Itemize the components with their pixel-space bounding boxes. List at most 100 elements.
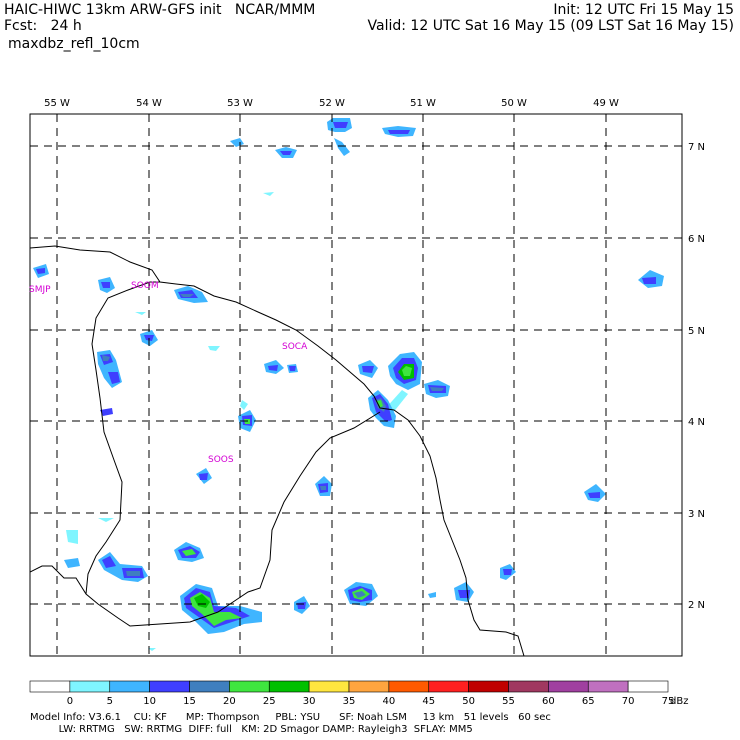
echo-cell (289, 366, 296, 371)
echo-cell (268, 365, 278, 371)
colorbar-tick-label: 60 (542, 696, 555, 707)
lon-label: 50 W (501, 98, 527, 109)
echo-cell (388, 130, 410, 134)
echo-cell (135, 312, 146, 315)
echo-cell (66, 530, 78, 544)
colorbar-tick-label: 15 (183, 696, 196, 707)
colorbar-cell (149, 680, 190, 693)
lon-label: 52 W (319, 98, 345, 109)
colorbar-tick-label: 70 (622, 696, 635, 707)
echo-cell (102, 556, 116, 568)
colorbar-cell (348, 680, 390, 693)
echo-cell (428, 592, 436, 598)
reflectivity-cells (33, 118, 664, 651)
colorbar-tick-label: 5 (107, 696, 113, 707)
echo-cell (182, 549, 196, 556)
colorbar-tick-label: 45 (422, 696, 435, 707)
colorbar-tick-label: 40 (383, 696, 396, 707)
valid-time: Valid: 12 UTC Sat 16 May 15 (09 LST Sat … (367, 18, 734, 34)
country-border (30, 411, 381, 627)
colorbar-tick-label: 55 (502, 696, 515, 707)
echo-cell (102, 355, 110, 361)
colorbar-tick-label: 10 (143, 696, 156, 707)
lat-label: 2 N (688, 600, 705, 611)
colorbar-tick-label: 25 (263, 696, 276, 707)
lat-label: 7 N (688, 142, 705, 153)
colorbar-tick-label: 20 (223, 696, 236, 707)
colorbar-cell (109, 680, 150, 693)
echo-cell (333, 122, 348, 128)
colorbar-cell (308, 680, 350, 693)
echo-cell (126, 571, 140, 576)
lat-label: 3 N (688, 509, 705, 520)
echo-cell (320, 486, 326, 490)
echo-cell (180, 294, 194, 297)
lat-label: 4 N (688, 417, 705, 428)
colorbar-cell (508, 680, 549, 693)
forecast-hour: Fcst: 24 h (4, 18, 82, 34)
colorbar-cell (587, 680, 629, 693)
echo-cell (430, 387, 444, 391)
echo-cell (280, 151, 292, 155)
colorbar-tick-label: 30 (303, 696, 316, 707)
colorbar-cell (189, 680, 230, 693)
map-frame (29, 113, 683, 657)
colorbar-cell (229, 680, 270, 693)
echo-cell (642, 277, 656, 284)
coastline (30, 245, 525, 656)
coastlines-borders (30, 245, 525, 656)
station-label: SOCA (282, 342, 308, 352)
station-label: SOOS (208, 455, 234, 465)
lon-label: 49 W (593, 98, 619, 109)
colorbar-tick-label: 75 (662, 696, 675, 707)
lat-lon-grid (30, 114, 682, 656)
colorbar-cell (627, 680, 669, 693)
echo-cell (100, 408, 113, 416)
echo-cell (588, 492, 600, 498)
station-label: SOOM (131, 281, 159, 291)
longitude-labels: 55 W 54 W 53 W 52 W 51 W 50 W 49 W (44, 98, 619, 109)
echo-cell (334, 138, 350, 156)
latitude-labels: 7 N 6 N 5 N 4 N 3 N 2 N (688, 142, 705, 611)
init-time: Init: 12 UTC Fri 15 May 15 (553, 2, 734, 18)
colorbar-tick-label: 65 (582, 696, 595, 707)
colorbar-tick-label: 50 (462, 696, 475, 707)
colorbar-ticks: 0 5 10 15 20 25 30 35 40 45 50 55 60 65 70 75 (67, 696, 675, 707)
model-info-line2: LW: RRTMG SW: RRTMG DIFF: full KM: 2D Sm… (30, 724, 473, 735)
echo-cell (64, 558, 80, 568)
echo-cell (402, 366, 412, 376)
field-name: maxdbz_refl_10cm (8, 36, 140, 52)
echo-cell (263, 192, 274, 196)
model-info-line1: Model Info: V3.6.1 CU: KF MP: Thompson P… (30, 712, 551, 723)
colorbar-cell (388, 680, 430, 693)
station-label: SMJP (29, 285, 51, 295)
colorbar-tick-label: 35 (343, 696, 356, 707)
colorbar-cell (468, 680, 509, 693)
lon-label: 54 W (136, 98, 162, 109)
echo-cell (199, 473, 208, 480)
lat-label: 6 N (688, 234, 705, 245)
lat-label: 5 N (688, 326, 705, 337)
echo-cell (148, 648, 156, 651)
colorbar-cell (69, 680, 111, 693)
echo-cell (240, 400, 248, 410)
echo-cell (208, 346, 220, 351)
echo-cell (297, 602, 306, 609)
echo-cell (98, 518, 114, 522)
echo-cell (101, 282, 110, 288)
colorbar-cell (428, 680, 469, 693)
country-border (85, 281, 160, 595)
station-labels: SMJP SOOM SOCA SOOS (29, 281, 308, 465)
colorbar-cell (29, 680, 71, 693)
lon-label: 51 W (410, 98, 436, 109)
echo-cell (362, 366, 374, 373)
echo-cell (354, 591, 366, 598)
colorbar-unit: dBz (670, 696, 688, 707)
colorbar-cells (29, 680, 669, 693)
lon-label: 55 W (44, 98, 70, 109)
echo-cell (36, 268, 45, 274)
reflectivity-map: 55 W 54 W 53 W 52 W 51 W 50 W 49 W 7 N 6… (29, 98, 705, 657)
echo-cell (503, 569, 512, 575)
colorbar-cell (548, 680, 589, 693)
lon-label: 53 W (227, 98, 253, 109)
